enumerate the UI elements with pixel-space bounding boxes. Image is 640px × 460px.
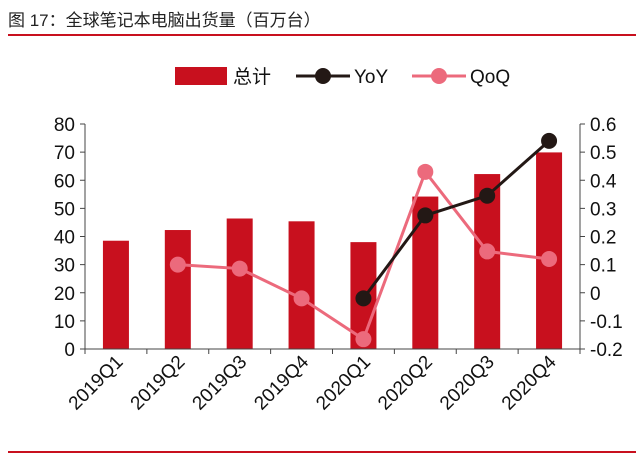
line-series xyxy=(169,132,558,348)
right-tick-label: 0.2 xyxy=(590,228,616,249)
x-tick-label-2020q4: 2020Q4 xyxy=(498,351,561,414)
x-tick-label-2020q3: 2020Q3 xyxy=(436,352,499,415)
x-tick-label-2020q2: 2020Q2 xyxy=(374,352,437,415)
point-yoy-2020q3 xyxy=(479,187,496,204)
legend-marker-yoy xyxy=(315,68,331,84)
x-tick-label-2019q3: 2019Q3 xyxy=(189,352,252,415)
point-qoq-2019q4 xyxy=(293,290,310,307)
right-tick-label: 0.1 xyxy=(590,256,616,277)
bottom-rule xyxy=(8,451,636,453)
bar-2019q4 xyxy=(288,221,315,349)
title-rule xyxy=(8,34,636,36)
left-tick-label: 0 xyxy=(64,340,75,361)
point-qoq-2019q3 xyxy=(231,260,248,277)
legend-label-total: 总计 xyxy=(233,66,271,88)
bar-2020q4 xyxy=(536,152,563,349)
right-tick-label: -0.2 xyxy=(590,340,623,361)
point-qoq-2020q3 xyxy=(479,243,496,260)
right-tick-label: 0.6 xyxy=(590,115,616,136)
left-tick-label: 10 xyxy=(54,312,75,333)
figure-title: 图 17：全球笔记本电脑出货量（百万台） xyxy=(8,11,321,30)
left-tick-label: 80 xyxy=(54,115,75,136)
point-qoq-2020q2 xyxy=(417,163,434,180)
bar-2019q2 xyxy=(164,230,191,349)
x-tick-label-2020q1: 2020Q1 xyxy=(312,352,375,415)
legend-marker-qoq xyxy=(431,68,447,84)
chart-axes xyxy=(80,123,585,354)
right-tick-label: 0 xyxy=(590,284,601,305)
x-tick-label-2019q4: 2019Q4 xyxy=(250,351,313,414)
right-tick-label: 0.5 xyxy=(590,143,616,164)
bar-2019q1 xyxy=(102,240,129,349)
x-tick-label-2019q1: 2019Q1 xyxy=(65,352,128,415)
point-yoy-2020q1 xyxy=(355,290,372,307)
right-tick-label: 0.3 xyxy=(590,199,616,220)
left-tick-label: 30 xyxy=(54,256,75,277)
point-qoq-2020q4 xyxy=(541,251,558,267)
chart-legend: 总计 YoY QoQ xyxy=(175,66,510,88)
point-qoq-2019q2 xyxy=(169,256,186,273)
line-yoy xyxy=(362,139,551,300)
legend-swatch-total xyxy=(175,67,227,85)
right-tick-label: 0.4 xyxy=(590,171,617,192)
point-qoq-2020q1 xyxy=(355,331,372,348)
x-tick-label-2019q2: 2019Q2 xyxy=(127,352,190,415)
left-tick-label: 20 xyxy=(54,284,75,305)
left-tick-label: 40 xyxy=(54,228,75,249)
point-yoy-2020q4 xyxy=(541,132,558,149)
bar-2019q3 xyxy=(226,218,253,349)
right-tick-label: -0.1 xyxy=(590,312,623,333)
legend-label-yoy: YoY xyxy=(354,67,388,88)
point-yoy-2020q2 xyxy=(417,207,434,224)
left-tick-label: 50 xyxy=(54,199,75,220)
left-tick-label: 60 xyxy=(54,171,75,192)
legend-label-qoq: QoQ xyxy=(470,67,510,88)
left-tick-label: 70 xyxy=(54,143,75,164)
